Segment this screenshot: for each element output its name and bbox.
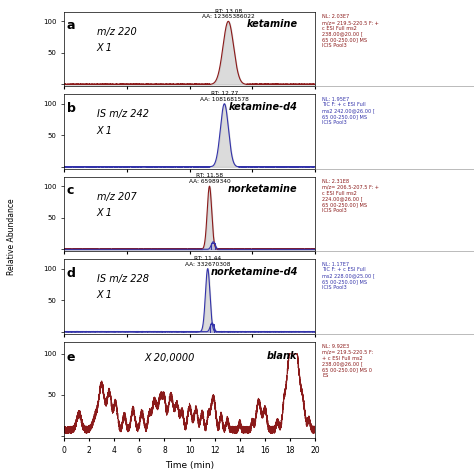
Text: NL: 2.03E7
m/z= 219.5-220.5 F: +
c ESI Full ms2
238.00@20.00 [
65 00-250.00] MS
: NL: 2.03E7 m/z= 219.5-220.5 F: + c ESI F…: [322, 14, 379, 48]
Text: NL: 1.95E7
TIC F: + c ESI Full
ms2 242.00@26.00 [
65 00-250.00] MS
ICIS Pool3: NL: 1.95E7 TIC F: + c ESI Full ms2 242.0…: [322, 97, 375, 125]
Text: NL: 2.31E8
m/z= 206.5-207.5 F: +
c ESI Full ms2
224.00@26.00 [
65 00-250.00] MS
: NL: 2.31E8 m/z= 206.5-207.5 F: + c ESI F…: [322, 179, 379, 213]
Text: X 1: X 1: [97, 208, 113, 218]
Text: RT: 11.58
AA: 65989340: RT: 11.58 AA: 65989340: [189, 173, 230, 184]
Text: RT: 11.44
AA: 332670308: RT: 11.44 AA: 332670308: [185, 256, 230, 267]
Text: c: c: [66, 184, 74, 197]
Text: NL: 9.92E3
m/z= 219.5-220.5 F:
+ c ESI Full ms2
238.00@26.00 [
65 00-250.00] MS : NL: 9.92E3 m/z= 219.5-220.5 F: + c ESI F…: [322, 344, 374, 378]
Text: m/z 220: m/z 220: [97, 27, 137, 37]
Text: b: b: [66, 102, 75, 115]
Text: IS m/z 228: IS m/z 228: [97, 274, 149, 284]
Text: X 1: X 1: [97, 291, 113, 301]
Text: e: e: [66, 351, 75, 364]
Text: norketamine: norketamine: [228, 184, 298, 194]
Text: Relative Abundance: Relative Abundance: [8, 199, 16, 275]
X-axis label: Time (min): Time (min): [165, 461, 214, 470]
Text: blank: blank: [267, 351, 298, 361]
Text: norketamine-d4: norketamine-d4: [210, 266, 298, 277]
Text: RT: 13.08
AA: 12365386022: RT: 13.08 AA: 12365386022: [202, 9, 255, 19]
Text: ketamine-d4: ketamine-d4: [229, 102, 298, 112]
Text: X 1: X 1: [97, 126, 113, 136]
Text: m/z 207: m/z 207: [97, 191, 137, 201]
Text: ketamine: ketamine: [246, 19, 298, 29]
Text: IS m/z 242: IS m/z 242: [97, 109, 149, 119]
Text: NL: 1.17E7
TIC F: + c ESI Full
ms2 228.00@25.00 [
65 00-250.00] MS
ICIS Pool3: NL: 1.17E7 TIC F: + c ESI Full ms2 228.0…: [322, 262, 375, 290]
Text: X 20,0000: X 20,0000: [144, 353, 195, 363]
Text: RT: 12.77
AA: 1081681578: RT: 12.77 AA: 1081681578: [200, 91, 249, 102]
Text: d: d: [66, 266, 75, 280]
Text: X 1: X 1: [97, 43, 113, 53]
Text: a: a: [66, 19, 75, 32]
